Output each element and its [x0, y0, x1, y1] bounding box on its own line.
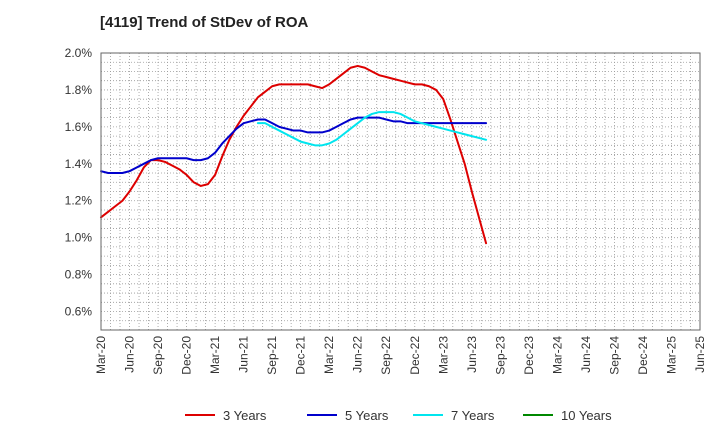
- x-tick-label: Mar-23: [436, 336, 450, 374]
- x-tick-label: Mar-22: [322, 336, 336, 374]
- plot-border: [100, 52, 701, 331]
- x-tick-labels: Mar-20 Jun-20 Sep-20 Dec-20 Mar-21 Jun-21 Sep-…: [94, 336, 707, 375]
- y-tick-label: 1.4%: [65, 157, 93, 171]
- y-tick-label: 1.6%: [65, 120, 93, 134]
- series-line-0: [100, 64, 488, 245]
- y-tick-label: 0.8%: [65, 268, 93, 282]
- x-tick-label: Mar-21: [208, 336, 222, 374]
- plot-frame: [100, 52, 701, 331]
- x-tick-label: Dec-20: [180, 336, 194, 375]
- x-tick-label: Jun-25: [693, 336, 707, 373]
- x-tick-label: Dec-23: [522, 336, 536, 375]
- x-tick-label: Dec-21: [294, 336, 308, 375]
- y-tick-label: 1.8%: [65, 83, 93, 97]
- y-tick-label: 0.6%: [65, 305, 93, 319]
- y-tick-label: 1.0%: [65, 231, 93, 245]
- series-layer: [100, 64, 488, 245]
- x-tick-label: Sep-22: [379, 336, 393, 375]
- chart-title: [4119] Trend of StDev of ROA: [100, 14, 309, 31]
- x-tick-label: Dec-22: [408, 336, 422, 375]
- y-tick-labels: 0.6% 0.8% 1.0% 1.2% 1.4% 1.6% 1.8% 2.0%: [65, 46, 93, 319]
- x-tick-label: Mar-25: [664, 336, 678, 374]
- x-tick-label: Dec-24: [636, 336, 650, 375]
- legend: 3 Years 5 Years 7 Years 10 Years: [185, 408, 612, 423]
- x-tick-label: Sep-23: [493, 336, 507, 375]
- x-tick-label: Jun-21: [237, 336, 251, 373]
- x-tick-label: Sep-21: [265, 336, 279, 375]
- x-tick-label: Jun-23: [465, 336, 479, 373]
- x-tick-label: Sep-20: [151, 336, 165, 375]
- legend-label-1: 5 Years: [345, 408, 389, 423]
- x-tick-label: Mar-20: [94, 336, 108, 374]
- x-tick-label: Mar-24: [550, 336, 564, 374]
- y-tick-label: 2.0%: [65, 46, 93, 60]
- y-tick-label: 1.2%: [65, 194, 93, 208]
- legend-label-3: 10 Years: [561, 408, 612, 423]
- x-tick-label: Jun-22: [351, 336, 365, 373]
- grid-layer: [100, 52, 701, 331]
- x-tick-label: Jun-24: [579, 336, 593, 373]
- legend-label-2: 7 Years: [451, 408, 495, 423]
- x-tick-label: Sep-24: [607, 336, 621, 375]
- legend-label-0: 3 Years: [223, 408, 267, 423]
- series-line-2: [256, 111, 488, 147]
- x-tick-label: Jun-20: [123, 336, 137, 373]
